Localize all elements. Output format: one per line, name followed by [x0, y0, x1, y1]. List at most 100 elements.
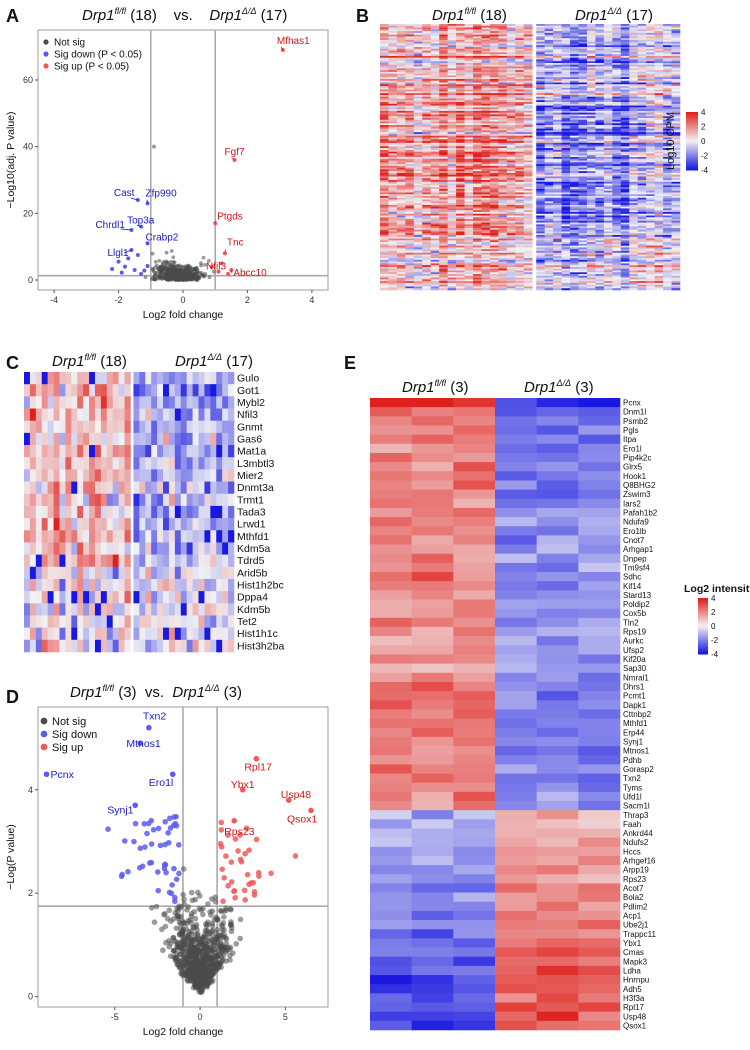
heatmap-cell — [498, 132, 508, 135]
heatmap-cell — [515, 107, 525, 110]
heatmap-cell — [603, 190, 613, 193]
heatmap-cell — [544, 219, 554, 222]
heatmap-cell — [481, 167, 491, 170]
heatmap-cell — [612, 158, 622, 161]
heatmap-cell — [612, 78, 622, 82]
heatmap-cell — [405, 208, 415, 211]
heatmap-cell — [595, 229, 605, 232]
heatmap-cell — [422, 197, 432, 200]
heatmap-cell — [447, 36, 457, 39]
heatmap-cell — [388, 185, 398, 188]
heatmap-cell — [481, 249, 491, 252]
heatmap-cell — [523, 197, 533, 200]
heatmap-cell — [536, 82, 545, 85]
heatmap-cell — [422, 31, 432, 34]
heatmap-cell — [413, 54, 423, 57]
heatmap-cell — [464, 80, 474, 83]
heatmap-cell — [481, 70, 491, 73]
data-point-sig-up — [219, 261, 224, 266]
heatmap-cell — [506, 119, 516, 122]
heatmap-cell — [561, 34, 571, 37]
heatmap-cell — [439, 89, 448, 92]
heatmap-cell — [380, 34, 389, 37]
heatmap-cell — [473, 252, 482, 255]
heatmap-cell — [447, 164, 457, 167]
heatmap-cell — [586, 187, 596, 190]
heatmap-cell — [430, 282, 440, 285]
heatmap-cell — [388, 224, 398, 227]
heatmap-cell — [388, 117, 398, 121]
heatmap-cell — [570, 82, 579, 85]
heatmap-cell — [536, 235, 545, 238]
heatmap-cell — [447, 268, 457, 271]
heatmap-cell — [561, 64, 571, 67]
heatmap-cell — [595, 272, 605, 275]
heatmap-cell — [413, 77, 423, 80]
heatmap-cell — [603, 238, 613, 241]
heatmap-cell — [561, 188, 571, 191]
heatmap-cell — [523, 146, 533, 149]
heatmap-cell — [388, 148, 398, 151]
heatmap-cell — [473, 114, 482, 117]
heatmap-cell — [570, 188, 579, 191]
heatmap-cell — [473, 263, 482, 266]
heatmap-cell — [561, 245, 571, 248]
heatmap-cell — [515, 211, 525, 215]
heatmap-cell — [422, 45, 432, 48]
heatmap-cell — [536, 78, 545, 82]
heatmap-cell — [439, 160, 448, 163]
heatmap-cell — [553, 48, 562, 51]
heatmap-cell — [553, 71, 562, 74]
heatmap-cell — [422, 70, 432, 73]
heatmap-cell — [396, 274, 406, 277]
x-tick-label: 2 — [245, 295, 250, 305]
heatmap-cell — [489, 238, 499, 241]
heatmap-cell — [464, 130, 474, 133]
heatmap-cell — [456, 98, 465, 101]
heatmap-cell — [456, 206, 465, 209]
heatmap-cell — [561, 275, 571, 278]
heatmap-cell — [481, 242, 491, 245]
heatmap-cell — [464, 206, 474, 209]
heatmap-cell — [515, 151, 525, 154]
heatmap-cell — [612, 96, 622, 99]
heatmap-cell — [595, 222, 605, 225]
heatmap-cell — [481, 112, 491, 115]
heatmap-cell — [561, 48, 571, 51]
heatmap-cell — [523, 89, 533, 92]
heatmap-cell — [489, 50, 499, 53]
heatmap-cell — [498, 222, 508, 225]
heatmap-cell — [388, 130, 398, 133]
heatmap-cell — [506, 148, 516, 151]
heatmap-cell — [430, 169, 440, 172]
heatmap-cell — [570, 66, 579, 69]
heatmap-cell — [578, 43, 588, 46]
heatmap-cell — [561, 222, 571, 225]
heatmap-cell — [561, 247, 571, 250]
heatmap-cell — [498, 123, 508, 126]
heatmap-cell — [506, 178, 516, 181]
heatmap-cell — [405, 66, 415, 69]
heatmap-cell — [595, 48, 605, 51]
heatmap-cell — [506, 256, 516, 259]
heatmap-cell — [489, 242, 499, 245]
heatmap-cell — [515, 178, 525, 181]
heatmap-cell — [578, 240, 588, 243]
heatmap-cell — [473, 41, 482, 44]
heatmap-cell — [422, 180, 432, 183]
heatmap-cell — [498, 281, 508, 284]
heatmap-cell — [544, 171, 554, 174]
heatmap-cell — [380, 135, 389, 138]
heatmap-cell — [489, 43, 499, 46]
heatmap-cell — [430, 87, 440, 90]
heatmap-cell — [515, 197, 525, 200]
heatmap-cell — [430, 203, 440, 206]
heatmap-cell — [380, 178, 389, 181]
heatmap-cell — [380, 270, 389, 273]
heatmap-cell — [515, 73, 525, 76]
heatmap-cell — [413, 36, 423, 39]
heatmap-cell — [422, 167, 432, 170]
heatmap-cell — [473, 87, 482, 90]
heatmap-cell — [561, 219, 571, 222]
heatmap-cell — [388, 192, 398, 195]
